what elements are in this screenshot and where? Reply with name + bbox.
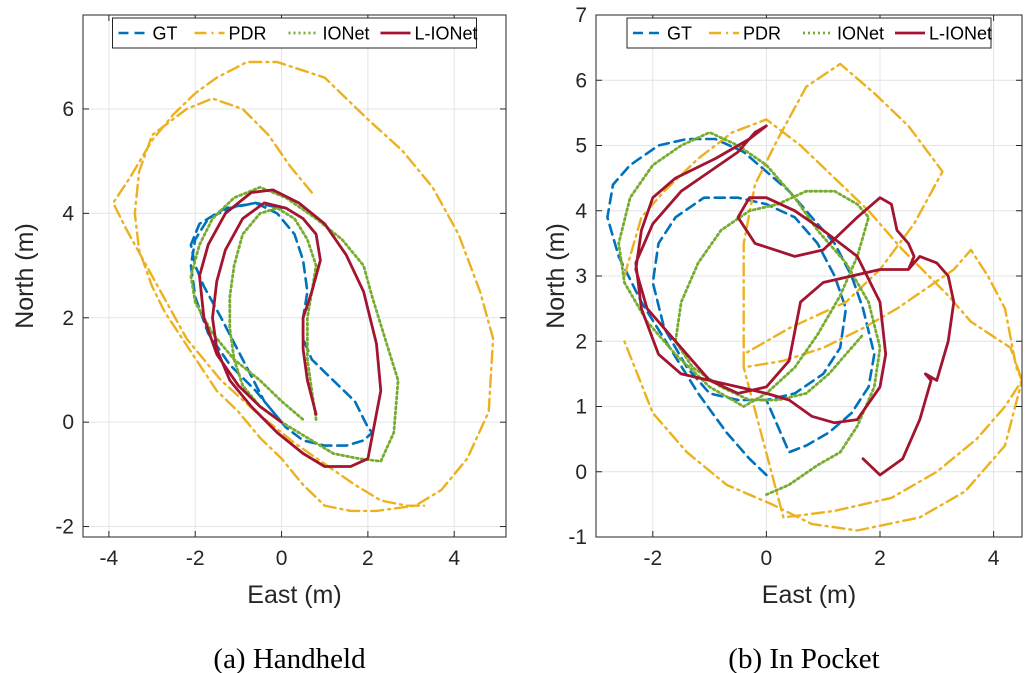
subfigure-caption: (b) In Pocket [728,643,879,673]
legend-entry-ionet: IONet [323,24,370,44]
y-tick-label: 6 [62,98,74,121]
y-axis-label: North (m) [542,223,570,329]
y-tick-label: 6 [575,69,587,92]
legend-entry-gt: GT [667,24,692,44]
y-tick-label: -2 [55,516,74,539]
y-tick-label: 3 [575,265,587,288]
y-tick-label: 4 [575,200,587,223]
chart-panel-in-pocket: -2 0 2 4 -1 0 1 2 3 4 5 6 7 East (m) North (m) GT PDR ION… [542,4,1023,673]
legend-entry-pdr: PDR [229,24,267,44]
x-axis-label: East (m) [247,581,341,609]
series-line-ionet [617,130,882,497]
x-tick-label: 0 [276,547,288,570]
legend-entry-l-ionet: L-IONet [929,24,992,44]
y-tick-label: 1 [575,396,587,419]
y-tick-label: -1 [568,526,587,549]
x-tick-label: 2 [362,547,374,570]
y-tick-label: 4 [62,202,74,225]
axes-frame [82,14,507,538]
x-tick-label: 0 [761,547,773,570]
x-tick-label: -2 [186,547,205,570]
series-line-pdr [623,62,1022,532]
chart-panel-handheld: -4 -2 0 2 4 -2 0 2 4 6 East (m) North (m) GT PDR IONet… [11,14,507,673]
legend-entry-ionet: IONet [837,24,884,44]
y-tick-label: 7 [575,4,587,27]
series-line-gt [189,201,374,447]
series-line-pdr [111,60,495,513]
y-tick-label: 0 [62,411,74,434]
x-tick-label: 4 [448,547,460,570]
x-tick-label: -2 [643,547,662,570]
legend-entry-pdr: PDR [743,24,781,44]
series-line-l-ionet [198,188,383,468]
series-line-l-ionet [634,124,956,477]
y-tick-label: 2 [62,307,74,330]
x-tick-label: 4 [988,547,1000,570]
legend-entry-l-ionet: L-IONet [415,24,478,44]
y-axis-label: North (m) [11,223,39,329]
x-tick-label: -4 [100,547,119,570]
legend: GT PDR IONet L-IONet [112,17,478,49]
y-tick-label: 2 [575,330,587,353]
legend: GT PDR IONet L-IONet [626,17,992,49]
y-tick-label: 0 [575,461,587,484]
series-line-ionet [189,185,400,463]
x-tick-label: 2 [874,547,886,570]
legend-entry-gt: GT [153,24,178,44]
x-axis-label: East (m) [762,581,856,609]
y-tick-label: 5 [575,135,587,158]
subfigure-caption: (a) Handheld [213,643,366,673]
